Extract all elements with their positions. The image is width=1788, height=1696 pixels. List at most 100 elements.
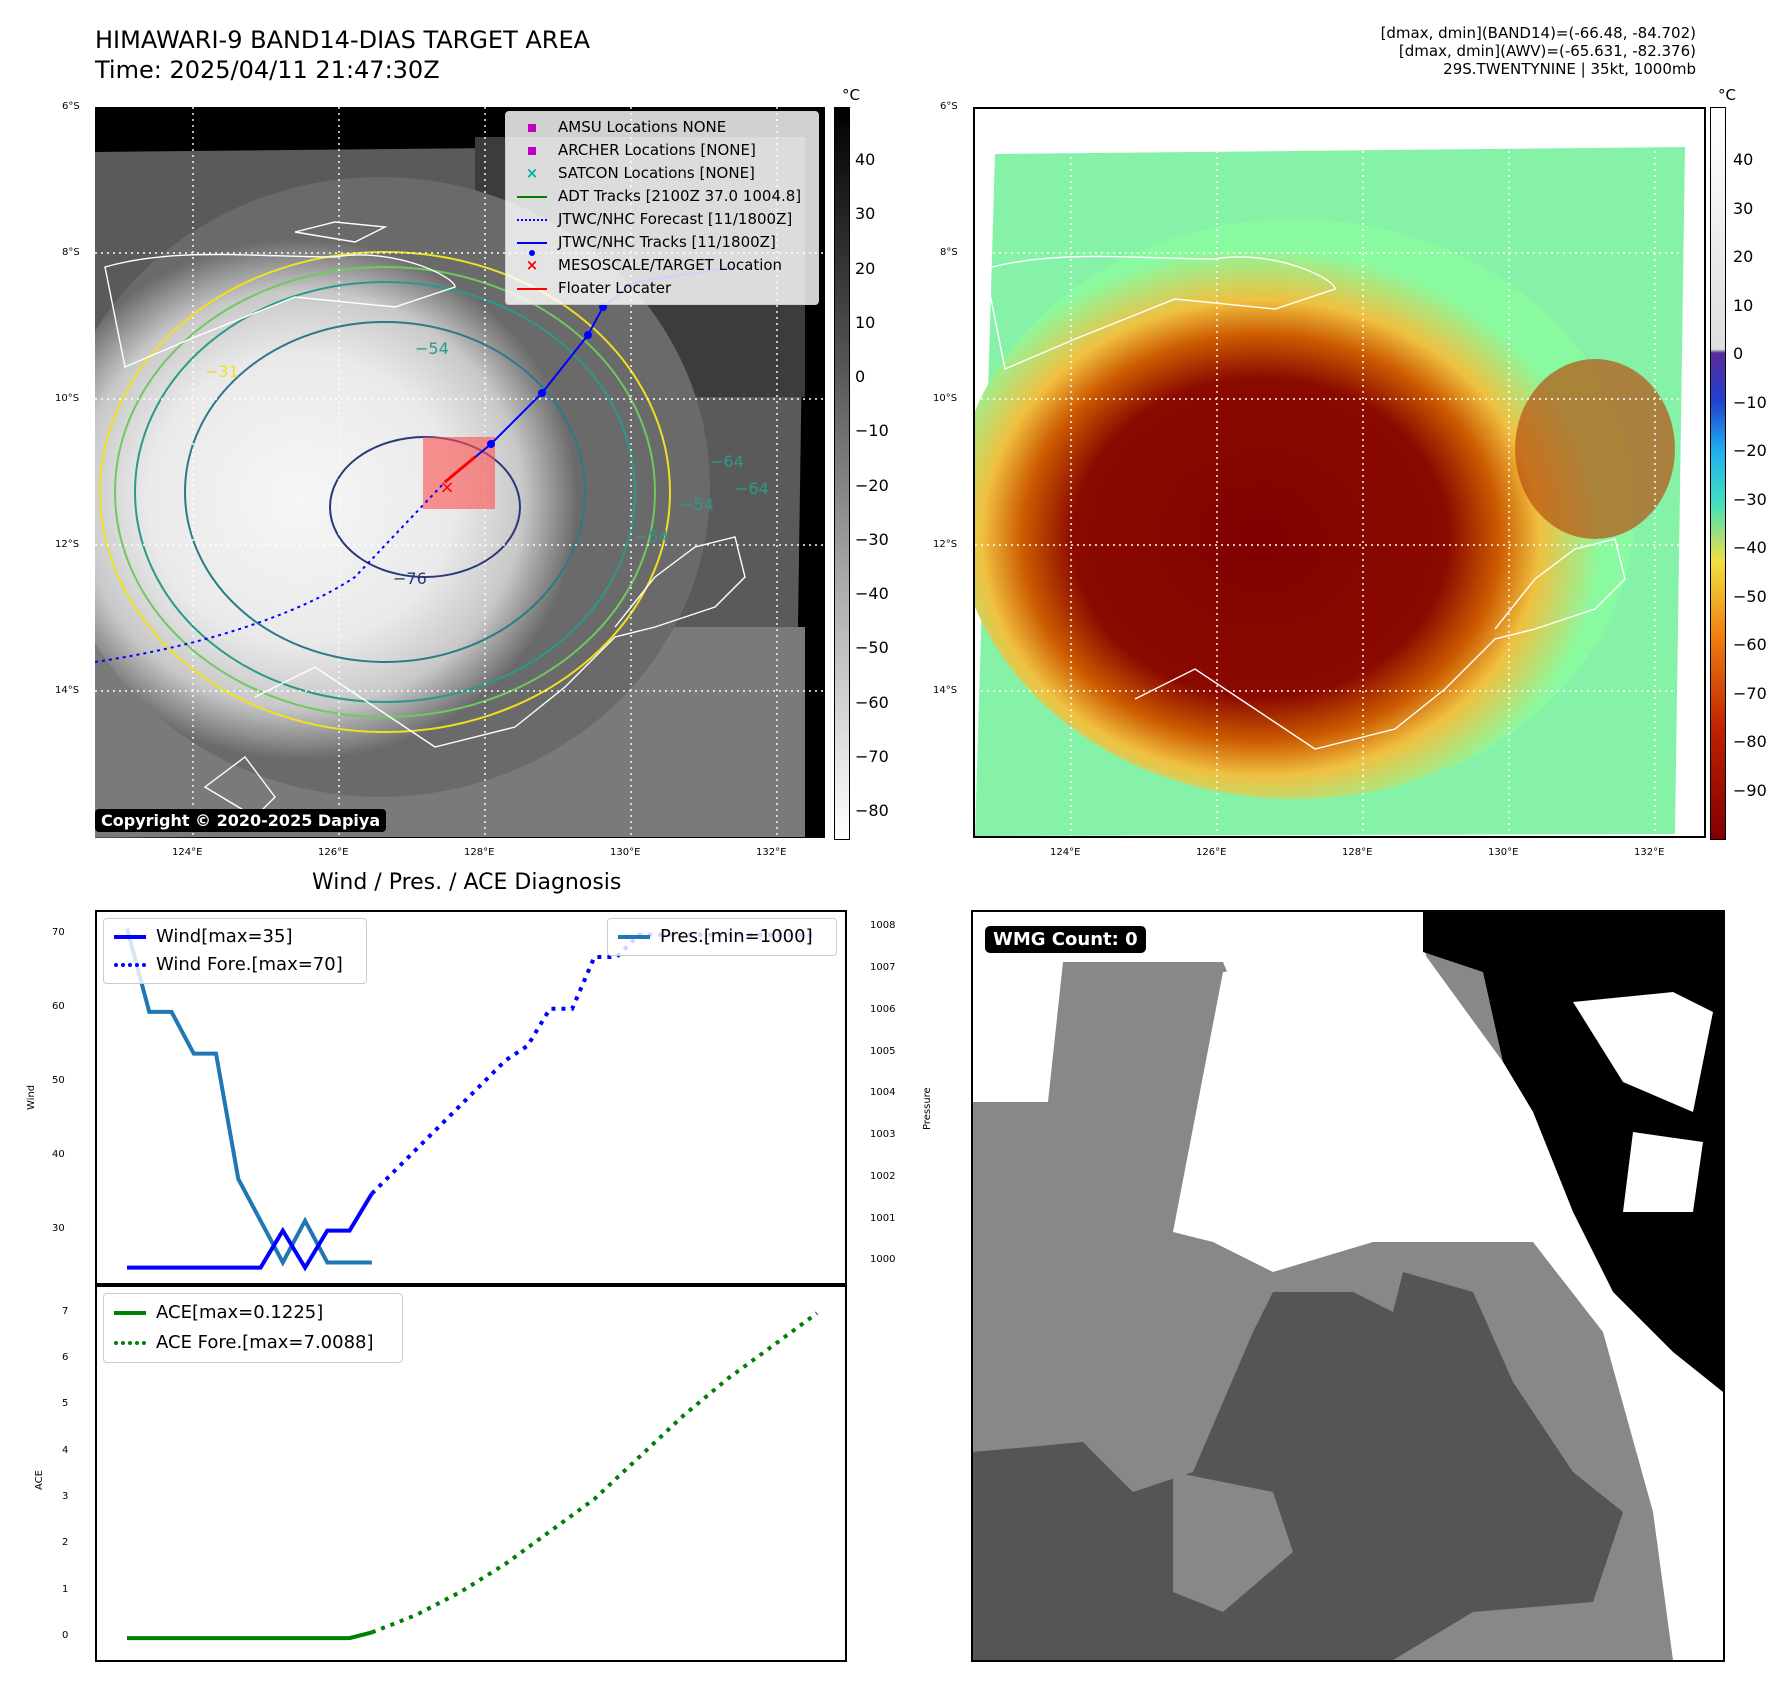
lat-label: 8°S (940, 247, 958, 258)
contour-label: −64 (735, 479, 769, 498)
ace-svg (126, 1311, 819, 1641)
ace-tick-label: 4 (62, 1444, 69, 1456)
pressure-line (125, 927, 372, 1267)
colorbar-tick: 10 (855, 312, 876, 332)
lon-label: 132°E (756, 847, 787, 858)
ace-tick-label: 7 (62, 1305, 69, 1317)
ace-tick-label: 0 (62, 1630, 69, 1642)
contour-label: −64 (710, 452, 744, 471)
legend-item-satcon: × SATCON Locations [NONE] (514, 162, 810, 185)
solid-line-icon (112, 1311, 148, 1315)
legend-item-forecast: JTWC/NHC Forecast [11/1800Z] (514, 208, 810, 231)
lon-label: 130°E (1488, 847, 1519, 858)
lat-label: 14°S (55, 685, 80, 696)
wmg-count-badge: WMG Count: 0 (985, 926, 1146, 953)
solid-line-icon (616, 935, 652, 939)
dotted-line-icon (112, 1341, 148, 1345)
ace-plot: ACE[max=0.1225] ACE Fore.[max=7.0088] (95, 1285, 847, 1662)
colorbar-tick: −20 (855, 475, 889, 495)
lon-label: 128°E (464, 847, 495, 858)
colorbar-left-ticks: 40 30 20 10 0 −10 −20 −30 −40 −50 −60 −7… (855, 150, 895, 820)
colorbar-tick: −40 (855, 584, 889, 603)
x-marker-icon: × (525, 164, 539, 182)
dotted-line-icon (112, 963, 148, 967)
contour-label: −54 (680, 495, 714, 514)
timestamp: Time: 2025/04/11 21:47:30Z (95, 56, 440, 84)
lon-label: 128°E (1342, 847, 1373, 858)
lat-label: 10°S (55, 393, 80, 404)
colorbar-tick: −70 (855, 746, 889, 766)
solid-line-icon (514, 195, 550, 198)
colorbar-unit: °C (842, 86, 860, 104)
legend-item-adt: ADT Tracks [2100Z 37.0 1004.8] (514, 185, 810, 208)
lon-label: 130°E (610, 847, 641, 858)
colorbar-tick: −60 (1733, 635, 1767, 655)
legend-item-tracks: JTWC/NHC Tracks [11/1800Z] (514, 231, 810, 256)
lat-label: 12°S (933, 539, 958, 550)
x-marker-icon: × (525, 256, 539, 274)
contour-label: −54 (415, 339, 449, 358)
info-storm: 29S.TWENTYNINE | 35kt, 1000mb (1443, 60, 1696, 78)
ace-tick-label: 2 (62, 1537, 69, 1549)
pres-ylabel: Pressure (922, 1087, 933, 1130)
ace-forecast-line (371, 1311, 819, 1635)
wind-legend: Wind[max=35] Wind Fore.[max=70] (103, 918, 367, 984)
colorbar-tick: −30 (855, 529, 889, 549)
pres-legend: Pres.[min=1000] (607, 918, 837, 956)
lat-label: 8°S (62, 247, 80, 258)
pres-tick-label: 1001 (870, 1212, 896, 1224)
legend-item-floater: Floater Locater (514, 277, 810, 300)
copyright-badge: Copyright © 2020-2025 Dapiya (95, 809, 387, 832)
colorbar-tick: −50 (855, 638, 889, 658)
diagnosis-title: Wind / Pres. / ACE Diagnosis (312, 870, 622, 895)
page-title: HIMAWARI-9 BAND14-DIAS TARGET AREA (95, 26, 591, 54)
colorbar-tick: 0 (1733, 344, 1744, 364)
ace-line (127, 1630, 373, 1641)
colorbar-left (834, 107, 850, 840)
colorbar-right-ticks: 40 30 20 10 0 −10 −20 −30 −40 −50 −60 −7… (1733, 150, 1773, 800)
colorbar-tick: 40 (1733, 150, 1754, 169)
colorbar-tick: 20 (1733, 247, 1754, 267)
line-dot-icon (514, 241, 550, 256)
colorbar-tick: −80 (1733, 732, 1767, 752)
colorbar-tick: −20 (1733, 441, 1767, 461)
colorbar-unit: °C (1718, 86, 1736, 104)
map-legend: AMSU Locations NONE ARCHER Locations [NO… (505, 111, 819, 305)
colorbar-tick: −10 (1733, 392, 1767, 412)
lat-label: 12°S (55, 539, 80, 550)
lon-label: 124°E (1050, 847, 1081, 858)
colorbar-tick: −90 (1733, 780, 1767, 800)
ace-tick-label: 6 (62, 1351, 69, 1363)
colorbar-right (1710, 107, 1726, 840)
colorbar-tick: −10 (855, 421, 889, 441)
ace-tick-label: 3 (62, 1491, 69, 1502)
pres-tick-label: 1006 (870, 1003, 896, 1015)
colorbar-tick: 40 (855, 150, 876, 169)
solid-line-icon (112, 935, 148, 939)
wind-tick-label: 40 (52, 1148, 65, 1160)
legend-item-amsu: AMSU Locations NONE (514, 116, 810, 139)
square-marker-icon (514, 123, 550, 132)
lat-label: 6°S (940, 101, 958, 112)
lon-label: 126°E (318, 847, 349, 858)
contour-label: −76 (393, 569, 427, 588)
colorbar-tick: −40 (1733, 538, 1767, 558)
lat-label: 10°S (933, 393, 958, 404)
info-band14: [dmax, dmin](BAND14)=(-66.48, -84.702) (1380, 24, 1696, 42)
pres-tick-label: 1000 (870, 1254, 896, 1266)
ace-ylabel: ACE (34, 1470, 45, 1490)
colorbar-tick: 0 (855, 367, 866, 386)
pres-tick-label: 1005 (870, 1045, 896, 1057)
colorbar-tick: −50 (1733, 586, 1767, 606)
colorbar-tick: 10 (1733, 295, 1754, 315)
pres-tick-label: 1007 (870, 962, 896, 974)
square-marker-icon (514, 146, 550, 155)
legend-item-archer: ARCHER Locations [NONE] (514, 139, 810, 162)
lon-label: 132°E (1634, 847, 1665, 858)
wind-pres-plot: Wind[max=35] Wind Fore.[max=70] Pres.[mi… (95, 910, 847, 1285)
colorbar-tick: −60 (855, 692, 889, 712)
colorbar-tick: 20 (855, 258, 876, 278)
info-awv: [dmax, dmin](AWV)=(-65.631, -82.376) (1398, 42, 1696, 60)
colorbar-tick: −70 (1733, 683, 1767, 703)
lon-label: 124°E (172, 847, 203, 858)
